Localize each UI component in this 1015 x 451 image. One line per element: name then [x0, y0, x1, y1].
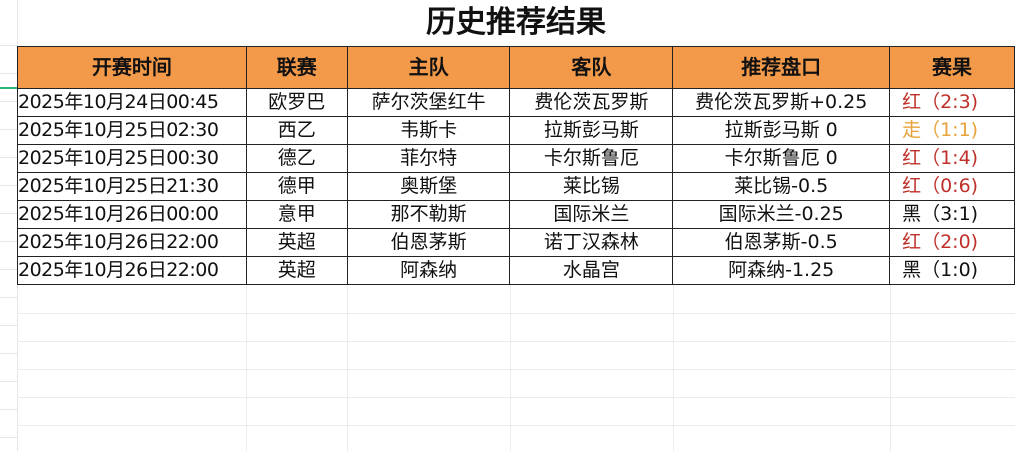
grid-line [17, 313, 1015, 314]
cell-pick[interactable]: 阿森纳-1.25 [672, 256, 891, 285]
cell-league[interactable]: 德甲 [245, 172, 348, 201]
gutter-line [0, 45, 17, 46]
row-header-gutter [0, 0, 18, 451]
header-home[interactable]: 主队 [346, 46, 511, 89]
cell-time[interactable]: 2025年10月26日22:00 [17, 256, 247, 285]
table-row: 2025年10月25日02:30 西乙 韦斯卡 拉斯彭马斯 拉斯彭马斯 0 走（1:1) [17, 116, 1015, 145]
cell-result[interactable]: 红（2:3) [889, 88, 1015, 117]
table-row: 2025年10月25日00:30 德乙 菲尔特 卡尔斯鲁厄 卡尔斯鲁厄 0 红（1:4) [17, 144, 1015, 173]
header-away[interactable]: 客队 [509, 46, 674, 89]
cell-league[interactable]: 英超 [245, 228, 348, 257]
cell-away[interactable]: 诺丁汉森林 [509, 228, 674, 257]
cell-home[interactable]: 韦斯卡 [346, 116, 511, 145]
gutter-line [0, 241, 17, 242]
sheet-title: 历史推荐结果 [426, 5, 606, 40]
table-row: 2025年10月26日22:00 英超 伯恩茅斯 诺丁汉森林 伯恩茅斯-0.5 红（2:0… [17, 228, 1015, 257]
gutter-line [0, 381, 17, 382]
header-time[interactable]: 开赛时间 [17, 46, 247, 89]
results-table: 开赛时间 联赛 主队 客队 推荐盘口 赛果 2025年10月24日00:45 欧罗… [17, 46, 1015, 285]
cell-result[interactable]: 红（1:4) [889, 144, 1015, 173]
header-result[interactable]: 赛果 [889, 46, 1015, 89]
cell-pick[interactable]: 卡尔斯鲁厄 0 [672, 144, 891, 173]
cell-pick[interactable]: 国际米兰-0.25 [672, 200, 891, 229]
cell-away[interactable]: 水晶宫 [509, 256, 674, 285]
cell-league[interactable]: 英超 [245, 256, 348, 285]
cell-pick[interactable]: 拉斯彭马斯 0 [672, 116, 891, 145]
selected-row-indicator [0, 87, 17, 89]
cell-pick[interactable]: 费伦茨瓦罗斯+0.25 [672, 88, 891, 117]
gutter-line [0, 353, 17, 354]
cell-league[interactable]: 意甲 [245, 200, 348, 229]
gutter-line [0, 409, 17, 410]
cell-time[interactable]: 2025年10月25日02:30 [17, 116, 247, 145]
grid-line [17, 425, 1015, 426]
cell-pick[interactable]: 莱比锡-0.5 [672, 172, 891, 201]
cell-home[interactable]: 萨尔茨堡红牛 [346, 88, 511, 117]
cell-result[interactable]: 红（2:0) [889, 228, 1015, 257]
cell-home[interactable]: 那不勒斯 [346, 200, 511, 229]
cell-away[interactable]: 国际米兰 [509, 200, 674, 229]
gutter-line [0, 325, 17, 326]
grid-line [510, 285, 511, 451]
cell-time[interactable]: 2025年10月25日21:30 [17, 172, 247, 201]
gutter-line [0, 73, 17, 74]
gutter-line [0, 157, 17, 158]
cell-league[interactable]: 西乙 [245, 116, 348, 145]
gutter-line [0, 437, 17, 438]
cell-time[interactable]: 2025年10月25日00:30 [17, 144, 247, 173]
cell-away[interactable]: 莱比锡 [509, 172, 674, 201]
header-league[interactable]: 联赛 [245, 46, 348, 89]
grid-line [17, 369, 1015, 370]
cell-league[interactable]: 德乙 [245, 144, 348, 173]
grid-line [347, 285, 348, 451]
cell-result[interactable]: 黑（1:0) [889, 256, 1015, 285]
grid-line [246, 285, 247, 451]
grid-line [673, 285, 674, 451]
gutter-line [0, 129, 17, 130]
cell-home[interactable]: 奥斯堡 [346, 172, 511, 201]
gutter-line [0, 101, 17, 102]
cell-result[interactable]: 红（0:6) [889, 172, 1015, 201]
header-pick[interactable]: 推荐盘口 [672, 46, 891, 89]
gutter-line [0, 297, 17, 298]
cell-away[interactable]: 费伦茨瓦罗斯 [509, 88, 674, 117]
gutter-line [0, 269, 17, 270]
header-row: 开赛时间 联赛 主队 客队 推荐盘口 赛果 [17, 46, 1015, 89]
grid-line [17, 341, 1015, 342]
gutter-line [0, 213, 17, 214]
cell-result[interactable]: 黑（3:1) [889, 200, 1015, 229]
table-row: 2025年10月26日22:00 英超 阿森纳 水晶宫 阿森纳-1.25 黑（1:0) [17, 256, 1015, 285]
table-row: 2025年10月25日21:30 德甲 奥斯堡 莱比锡 莱比锡-0.5 红（0:6) [17, 172, 1015, 201]
cell-time[interactable]: 2025年10月24日00:45 [17, 88, 247, 117]
table-row: 2025年10月24日00:45 欧罗巴 萨尔茨堡红牛 费伦茨瓦罗斯 费伦茨瓦罗斯+0.… [17, 88, 1015, 117]
cell-home[interactable]: 伯恩茅斯 [346, 228, 511, 257]
table-row: 2025年10月26日00:00 意甲 那不勒斯 国际米兰 国际米兰-0.25 黑（3:1… [17, 200, 1015, 229]
grid-line [890, 285, 891, 451]
gutter-line [0, 185, 17, 186]
cell-home[interactable]: 菲尔特 [346, 144, 511, 173]
cell-time[interactable]: 2025年10月26日00:00 [17, 200, 247, 229]
cell-away[interactable]: 卡尔斯鲁厄 [509, 144, 674, 173]
cell-league[interactable]: 欧罗巴 [245, 88, 348, 117]
grid-line [17, 397, 1015, 398]
cell-result[interactable]: 走（1:1) [889, 116, 1015, 145]
cell-pick[interactable]: 伯恩茅斯-0.5 [672, 228, 891, 257]
cell-home[interactable]: 阿森纳 [346, 256, 511, 285]
cell-time[interactable]: 2025年10月26日22:00 [17, 228, 247, 257]
cell-away[interactable]: 拉斯彭马斯 [509, 116, 674, 145]
